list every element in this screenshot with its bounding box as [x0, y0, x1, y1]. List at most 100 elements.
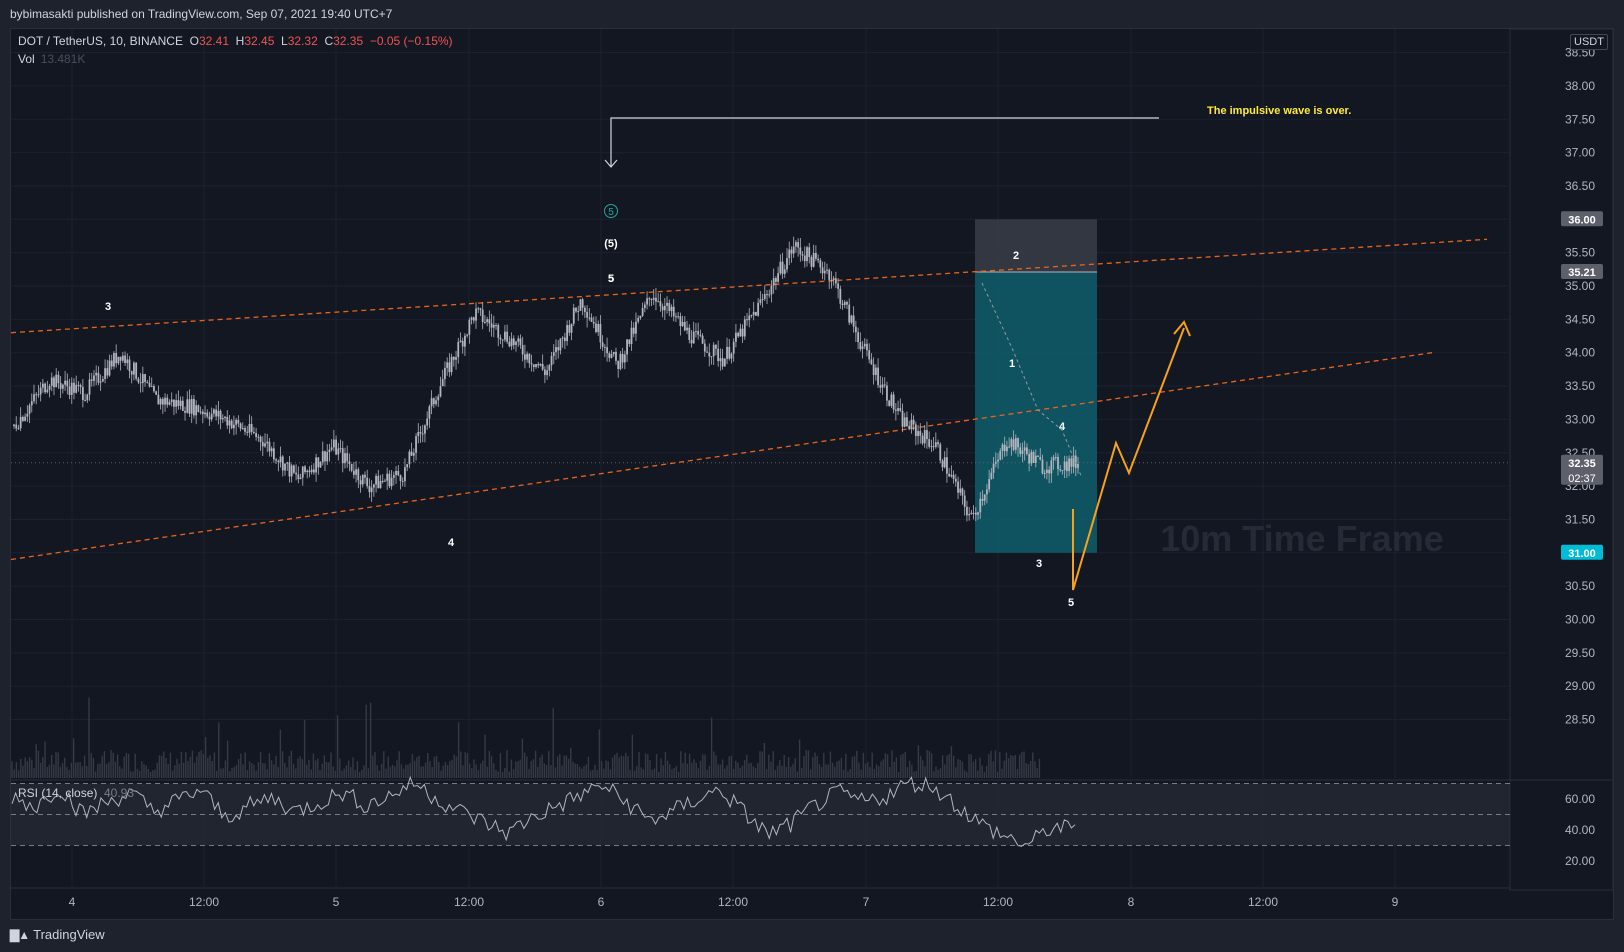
candle-body — [228, 420, 231, 426]
candle-body — [706, 351, 708, 353]
candle-body — [983, 494, 986, 501]
candle-body — [17, 428, 20, 430]
candle-body — [386, 473, 389, 481]
x-tick-label: 12:00 — [1248, 895, 1278, 909]
annotation-arrow-head — [604, 159, 618, 168]
candle-body — [332, 439, 335, 448]
candle-body — [772, 278, 775, 286]
tradingview-brand[interactable]: ▇▲ TradingView — [10, 927, 105, 942]
price-tag — [1561, 263, 1603, 279]
candle-body — [812, 252, 815, 267]
candle-body — [388, 473, 391, 487]
rsi-line — [11, 775, 1076, 847]
volume-legend: Vol 13.481K — [18, 52, 85, 66]
candle-body — [159, 398, 162, 405]
candle-body — [461, 340, 464, 347]
candle-body — [1077, 463, 1079, 469]
candle-body — [766, 294, 768, 296]
candle-body — [952, 474, 955, 479]
candle-body — [592, 321, 595, 324]
candle-body — [295, 472, 298, 475]
candle-body — [230, 420, 233, 429]
candle-body — [1032, 452, 1035, 463]
candle-body — [994, 461, 997, 464]
candle-body — [957, 481, 959, 493]
candle-body — [292, 465, 295, 473]
candle-body — [899, 408, 902, 411]
candle-body — [492, 324, 495, 328]
candle-body — [108, 360, 111, 376]
candle-body — [97, 372, 100, 383]
price-tag-label: 32.35 — [1568, 458, 1596, 470]
candle-body — [70, 382, 73, 396]
candle-body — [173, 399, 175, 407]
candle-body — [950, 474, 953, 477]
candle-body — [781, 261, 784, 274]
candle-body — [424, 425, 426, 434]
candle-body — [352, 470, 355, 475]
candle-body — [846, 301, 848, 305]
chart-frame[interactable] — [10, 28, 1614, 920]
symbol-name[interactable]: DOT / TetherUS, 10, BINANCE — [18, 34, 183, 48]
candle-body — [308, 470, 311, 473]
y-tick-label: 30.00 — [1565, 613, 1595, 627]
candle-body — [959, 488, 962, 493]
rsi-tick-label: 20.00 — [1565, 854, 1595, 868]
candle-body — [246, 431, 249, 433]
footer-bar — [0, 920, 1624, 952]
candle-body — [266, 441, 269, 444]
candle-body — [281, 456, 284, 471]
candle-body — [457, 341, 460, 358]
candle-body — [543, 369, 546, 376]
candle-body — [661, 306, 664, 311]
candle-body — [986, 489, 988, 495]
wave-label: 3 — [1036, 558, 1042, 570]
candle-body — [259, 436, 262, 443]
x-tick-label: 4 — [69, 895, 76, 909]
candle-body — [659, 301, 662, 307]
candle-body — [919, 431, 922, 436]
candle-body — [943, 457, 946, 468]
candle-body — [93, 375, 95, 381]
volume-value: 13.481K — [40, 52, 86, 66]
candle-body — [979, 498, 982, 513]
candle-body — [650, 298, 653, 300]
candle-body — [599, 324, 602, 343]
candle-body — [319, 462, 322, 468]
candle-body — [675, 316, 677, 318]
candle-body — [408, 451, 411, 465]
tradingview-brand-text: TradingView — [33, 927, 105, 942]
candle-body — [486, 319, 489, 322]
candle-body — [670, 306, 673, 312]
candle-body — [752, 311, 755, 316]
candle-body — [101, 378, 104, 382]
candle-body — [646, 298, 648, 305]
candle-body — [808, 247, 811, 257]
currency-label[interactable]: USDT — [1570, 34, 1608, 50]
candle-body — [90, 379, 93, 381]
candle-body — [248, 423, 251, 433]
volume-label[interactable]: Vol — [18, 52, 35, 66]
candle-body — [921, 435, 924, 444]
candle-body — [572, 307, 575, 324]
candle-body — [168, 402, 171, 405]
y-tick-label: 37.00 — [1565, 146, 1595, 160]
candle-body — [504, 331, 506, 340]
candle-body — [239, 423, 242, 429]
candle-body — [519, 338, 522, 346]
candle-body — [1050, 460, 1053, 474]
candle-body — [146, 381, 149, 383]
projection-path — [1072, 327, 1185, 591]
candle-body — [368, 486, 371, 493]
candle-body — [672, 306, 675, 317]
candle-body — [84, 400, 86, 402]
candle-body — [219, 410, 222, 420]
candle-body — [1008, 446, 1011, 448]
candle-body — [437, 396, 440, 401]
candle-body — [981, 498, 984, 501]
candle-body — [799, 247, 802, 255]
candle-body — [1068, 458, 1071, 472]
candle-body — [963, 495, 966, 507]
x-tick-label: 12:00 — [983, 895, 1013, 909]
